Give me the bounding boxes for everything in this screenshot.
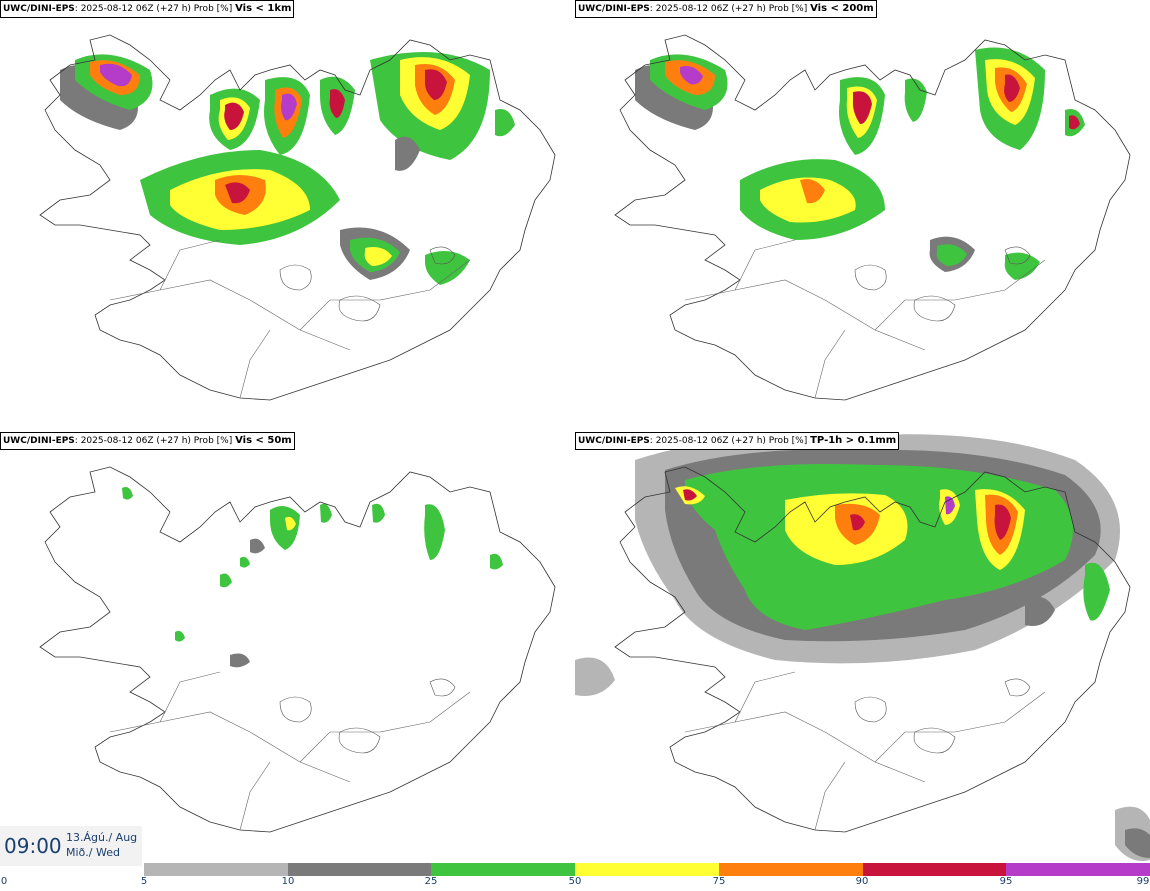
colorbar-tick-label: 10 — [281, 876, 295, 887]
colorbar-tick-label: 50 — [568, 876, 582, 887]
glacier-outline — [1004, 678, 1031, 697]
probability-contour — [364, 247, 392, 266]
probability-contour — [1025, 596, 1055, 626]
colorbar-tick-label: 90 — [855, 876, 869, 887]
valid-hour: 09:00 — [4, 834, 62, 858]
colorbar-segment — [1006, 863, 1150, 876]
iceland-map — [39, 466, 556, 833]
probability-contour — [575, 657, 615, 696]
probability-contour — [994, 504, 1011, 540]
colorbar-tick-label: 75 — [712, 876, 726, 887]
probability-contour — [240, 556, 250, 568]
map-panel-precip: UWC/DINI-EPS: 2025-08-12 06Z (+27 h) Pro… — [575, 432, 1150, 864]
colorbar-tick-label: 25 — [424, 876, 438, 887]
valid-time-box: 09:00 13.Ágú./ Aug Mið./ Wed — [0, 826, 142, 866]
probability-contour — [225, 182, 250, 204]
probability-contour — [122, 487, 133, 500]
colorbar-ticks: 0 5 10 25 50 75 90 95 99 — [0, 876, 1150, 891]
colorbar-tick-label: 95 — [999, 876, 1013, 887]
glacier-outline — [913, 295, 956, 322]
probability-contour — [270, 506, 300, 550]
probability-contour — [329, 89, 345, 118]
colorbar-tick-label: 5 — [140, 876, 148, 887]
panel-title: UWC/DINI-EPS: 2025-08-12 06Z (+27 h) Pro… — [0, 0, 295, 18]
colorbar-segment — [144, 863, 288, 876]
colorbar-segment — [287, 863, 432, 876]
valid-date: 13.Ágú./ Aug — [66, 831, 138, 844]
colorbar-segment — [862, 863, 1007, 876]
probability-contour — [425, 251, 470, 285]
probability-contour — [250, 538, 265, 554]
probability-contour — [372, 503, 385, 523]
glacier-outline — [1004, 246, 1031, 265]
probability-fields — [635, 47, 1085, 280]
glacier-outline — [338, 727, 381, 754]
iceland-coastline — [614, 34, 1131, 401]
probability-contour — [230, 653, 250, 668]
panel-title: UWC/DINI-EPS: 2025-08-12 06Z (+27 h) Pro… — [0, 432, 295, 450]
map-panel-vis-50m: UWC/DINI-EPS: 2025-08-12 06Z (+27 h) Pro… — [0, 432, 575, 864]
road-network — [684, 671, 1046, 831]
probability-fields — [60, 52, 515, 285]
colorbar — [144, 863, 1150, 876]
probability-contour — [424, 69, 447, 100]
road-network — [109, 239, 471, 399]
road-network — [109, 671, 471, 831]
probability-contour — [285, 516, 296, 531]
colorbar-segment — [718, 863, 863, 876]
probability-contour — [100, 63, 132, 87]
probability-contour — [395, 136, 420, 171]
probability-contour — [936, 244, 967, 266]
probability-contour — [175, 630, 185, 642]
probability-fields — [575, 434, 1150, 861]
probability-contour — [320, 503, 332, 523]
iceland-coastline — [39, 34, 556, 401]
map-panel-vis-200m: UWC/DINI-EPS: 2025-08-12 06Z (+27 h) Pro… — [575, 0, 1150, 432]
probability-contour — [281, 93, 297, 121]
colorbar-tick-label: 99 — [1136, 876, 1150, 887]
probability-contour — [495, 109, 515, 137]
colorbar-segment — [431, 863, 576, 876]
panel-title: UWC/DINI-EPS: 2025-08-12 06Z (+27 h) Pro… — [575, 432, 900, 450]
iceland-map — [575, 434, 1150, 861]
valid-weekday: Mið./ Wed — [66, 846, 120, 859]
panel-title: UWC/DINI-EPS: 2025-08-12 06Z (+27 h) Pro… — [575, 0, 877, 18]
probability-contour — [1004, 252, 1040, 280]
probability-contour — [490, 553, 503, 570]
probability-contour — [220, 573, 232, 588]
iceland-map — [39, 34, 556, 401]
iceland-map — [614, 34, 1131, 401]
probability-fields — [122, 487, 503, 668]
glacier-outline — [429, 678, 456, 697]
probability-contour — [904, 78, 927, 122]
glacier-outline — [913, 727, 956, 754]
glacier-outline — [338, 295, 381, 322]
probability-contour — [424, 504, 445, 560]
map-panel-vis-1km: UWC/DINI-EPS: 2025-08-12 06Z (+27 h) Pro… — [0, 0, 575, 432]
glacier-outline — [279, 696, 312, 723]
probability-contour — [680, 66, 703, 85]
glacier-outline — [429, 246, 456, 265]
probability-contour — [224, 102, 244, 130]
glacier-outline — [279, 264, 312, 291]
glacier-outline — [854, 696, 887, 723]
colorbar-tick-label: 0 — [0, 876, 8, 887]
probability-contour — [1125, 828, 1150, 858]
road-network — [684, 239, 1046, 399]
probability-contour — [1004, 74, 1020, 102]
probability-contour — [850, 514, 865, 531]
probability-contour — [1069, 115, 1080, 130]
probability-contour — [1083, 562, 1110, 621]
iceland-coastline — [39, 466, 556, 833]
iceland-coastline — [614, 466, 1131, 833]
probability-contour — [683, 489, 697, 501]
glacier-outline — [854, 264, 887, 291]
probability-contour — [800, 179, 825, 204]
colorbar-segment — [575, 863, 719, 876]
probability-contour — [852, 91, 872, 125]
